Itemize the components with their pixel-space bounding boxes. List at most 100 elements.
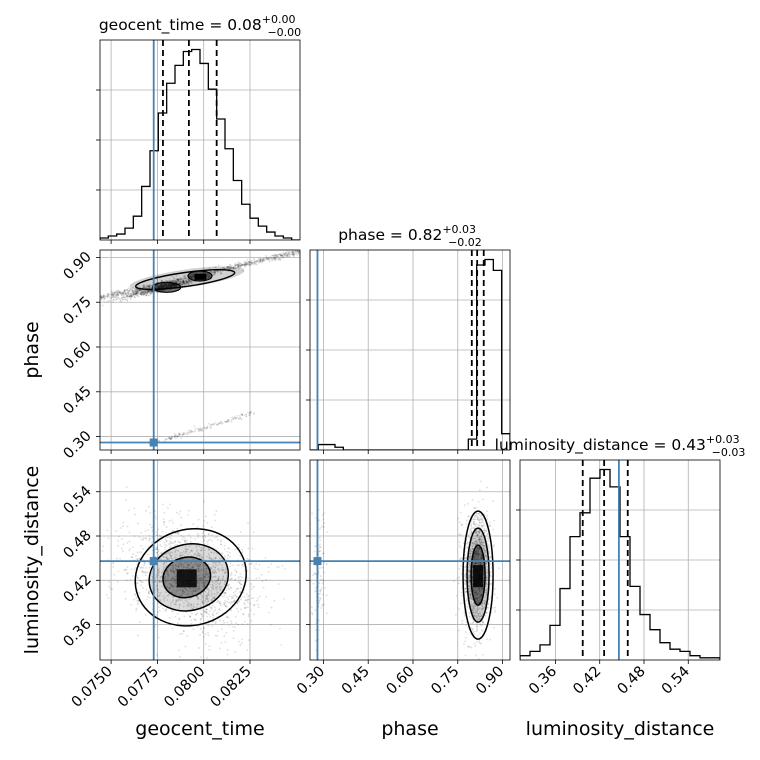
- sample-point: [226, 596, 229, 599]
- sample-point: [111, 293, 114, 295]
- sample-point: [180, 277, 183, 280]
- sample-point: [178, 541, 181, 544]
- y-tick-label: 0.48: [61, 528, 95, 562]
- sample-point: [145, 578, 148, 581]
- sample-point: [127, 291, 130, 293]
- sample-point: [233, 264, 236, 267]
- sample-point: [103, 297, 106, 300]
- sample-point: [457, 629, 460, 632]
- sample-point: [247, 615, 250, 618]
- sample-point: [117, 544, 119, 547]
- sample-point: [168, 616, 171, 619]
- sample-point: [246, 264, 249, 266]
- sample-point: [110, 290, 113, 293]
- sample-point: [185, 433, 188, 435]
- sample-point: [476, 518, 479, 521]
- sample-point: [226, 550, 228, 553]
- sample-point: [148, 284, 151, 286]
- sample-point: [281, 254, 284, 257]
- sample-point: [486, 486, 488, 489]
- sample-point: [226, 606, 228, 608]
- sample-point: [126, 288, 129, 291]
- sample-point: [182, 278, 185, 281]
- x-tick-label: 0.0775: [115, 664, 162, 711]
- sample-point: [123, 569, 126, 571]
- sample-point: [223, 603, 225, 606]
- sample-point: [456, 577, 459, 580]
- sample-point: [122, 521, 125, 524]
- sample-point: [236, 264, 239, 267]
- sample-point: [127, 289, 130, 292]
- sample-point: [180, 516, 182, 519]
- sample-point: [138, 551, 141, 554]
- sample-point: [135, 289, 138, 292]
- sample-point: [235, 622, 238, 625]
- sample-point: [237, 265, 240, 268]
- sample-point: [239, 586, 242, 589]
- sample-point: [285, 254, 288, 257]
- sample-point: [468, 612, 471, 614]
- sample-point: [273, 600, 276, 602]
- hist-panel-phase: phase = 0.82+0.03 −0.02: [306, 223, 511, 454]
- sample-point: [253, 613, 256, 616]
- sample-point: [458, 576, 461, 579]
- sample-point: [214, 622, 217, 624]
- sample-point: [179, 656, 182, 658]
- sample-point: [242, 263, 245, 266]
- sample-point: [111, 293, 113, 296]
- sample-point: [235, 264, 238, 267]
- sample-point: [124, 291, 127, 294]
- sample-point: [265, 673, 267, 675]
- sample-point: [459, 533, 462, 536]
- sample-point: [135, 597, 138, 600]
- sample-point: [268, 259, 270, 262]
- sample-point: [100, 297, 103, 300]
- sample-point: [463, 643, 465, 645]
- sample-point: [265, 257, 267, 260]
- sample-point: [134, 513, 136, 516]
- y-tick-label: 0.30: [61, 428, 95, 462]
- sample-point: [469, 528, 472, 530]
- sample-point: [223, 548, 226, 551]
- sample-point: [226, 266, 229, 269]
- sample-point: [138, 621, 141, 624]
- sample-point: [249, 263, 252, 266]
- sample-point: [182, 431, 185, 434]
- sample-point: [208, 613, 211, 616]
- sample-point: [278, 257, 280, 260]
- sample-point: [148, 590, 150, 593]
- sample-point: [250, 259, 253, 262]
- sample-point: [135, 555, 137, 557]
- sample-point: [215, 535, 218, 538]
- sample-point: [171, 610, 174, 613]
- sample-point: [234, 574, 237, 577]
- sample-point: [214, 634, 217, 637]
- sample-point: [135, 609, 138, 612]
- sample-point: [201, 427, 204, 430]
- sample-point: [185, 539, 188, 542]
- sample-point: [458, 541, 461, 544]
- sample-point: [107, 300, 110, 302]
- sample-point: [174, 544, 176, 547]
- sample-point: [281, 256, 284, 259]
- sample-point: [106, 295, 109, 298]
- sample-point: [116, 293, 119, 296]
- sample-point: [102, 296, 105, 299]
- sample-point: [121, 550, 124, 553]
- sample-point: [488, 552, 491, 555]
- truth-marker: [149, 438, 158, 447]
- sample-point: [238, 414, 241, 417]
- sample-point: [174, 279, 177, 282]
- sample-point: [183, 277, 186, 280]
- sample-point: [121, 538, 123, 540]
- sample-point: [129, 547, 131, 550]
- sample-point: [272, 254, 275, 257]
- sample-point: [207, 624, 210, 627]
- sample-point: [242, 263, 245, 266]
- sample-point: [173, 432, 176, 435]
- sample-point: [268, 611, 270, 614]
- sample-point: [142, 286, 145, 289]
- sample-point: [473, 642, 476, 645]
- sample-point: [202, 627, 205, 630]
